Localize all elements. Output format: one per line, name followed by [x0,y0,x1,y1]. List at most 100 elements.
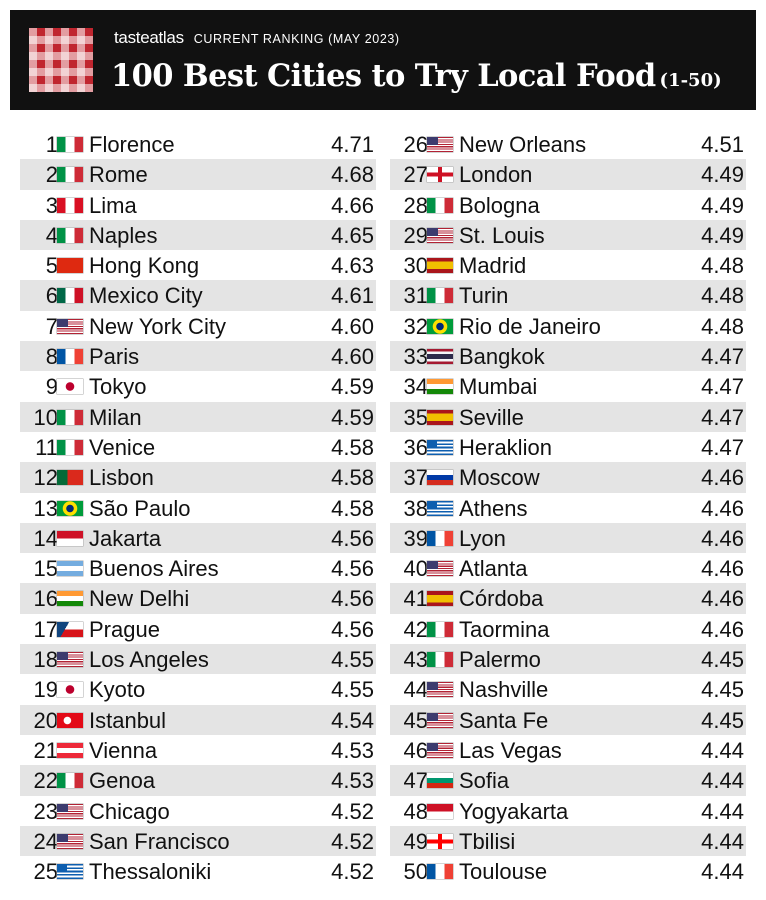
city-name: Lyon [459,525,506,551]
rank-number: 16 [33,586,58,612]
ranking-row: 42 Taormina 4.46 [390,614,746,644]
city-name: London [459,162,533,188]
japan-flag-icon [57,682,83,698]
usa-flag-icon [57,803,83,819]
city-score: 4.44 [701,798,744,824]
city-score: 4.60 [331,313,374,339]
russia-flag-icon [427,470,453,486]
rank-number: 36 [403,434,428,460]
city-score: 4.56 [331,616,374,642]
city-score: 4.52 [331,828,374,854]
spain-flag-icon [427,409,453,425]
rank-number: 40 [403,556,428,582]
city-score: 4.63 [331,253,374,279]
ranking-row: 6 Mexico City 4.61 [20,280,376,311]
rank-number: 17 [33,616,58,642]
city-name: New York City [89,313,226,339]
city-score: 4.66 [331,192,374,218]
ranking-row: 25 Thessaloniki 4.52 [20,856,376,886]
city-name: Bangkok [459,344,545,370]
ranking-row: 10 Milan 4.59 [20,401,376,432]
city-score: 4.48 [701,283,744,309]
ranking-row: 18 Los Angeles 4.55 [20,644,376,675]
italy-flag-icon [57,409,83,425]
ranking-row: 40 Atlanta 4.46 [390,553,746,583]
rank-number: 14 [33,525,58,551]
india-flag-icon [57,591,83,607]
city-name: Los Angeles [89,647,209,673]
italy-flag-icon [57,227,83,243]
city-name: Madrid [459,253,527,279]
city-score: 4.53 [331,737,374,763]
city-name: Turin [459,283,509,309]
usa-flag-icon [427,227,453,243]
ranking-row: 50 Toulouse 4.44 [390,856,746,886]
city-score: 4.56 [331,525,374,551]
city-score: 4.46 [701,525,744,551]
city-name: Nashville [459,677,549,703]
brand-line: tasteatlas CURRENT RANKING (MAY 2023) [114,28,400,48]
city-score: 4.46 [701,616,744,642]
rank-number: 47 [403,768,428,794]
rank-number: 42 [403,616,428,642]
ranking-row: 5 Hong Kong 4.63 [20,250,376,280]
rank-number: 21 [33,737,58,763]
city-name: Las Vegas [459,737,562,763]
city-name: Venice [89,434,156,460]
city-name: Jakarta [89,525,162,551]
city-name: Tokyo [89,374,147,400]
indonesia-flag-icon [57,530,83,546]
city-score: 4.58 [331,495,374,521]
rank-number: 44 [403,677,428,703]
rank-number: 9 [45,374,58,400]
city-name: Athens [459,495,528,521]
ranking-row: 14 Jakarta 4.56 [20,522,376,554]
czechia-flag-icon [57,621,83,637]
rank-number: 29 [403,222,428,248]
city-score: 4.56 [331,586,374,612]
ranking-row: 26 New Orleans 4.51 [390,129,746,159]
rank-number: 27 [403,162,428,188]
city-name: Heraklion [459,434,552,460]
city-score: 4.46 [701,495,744,521]
city-score: 4.52 [331,798,374,824]
city-name: Tbilisi [459,828,516,854]
ranking-row: 8 Paris 4.60 [20,341,376,372]
peru-flag-icon [57,197,83,213]
ranking-column-left: 1 Florence 4.71 2 Rome 4.68 3 Lima 4.66 4 Naples 4.… [20,129,376,886]
ranking-row: 46 Las Vegas 4.44 [390,735,746,765]
ranking-row: 2 Rome 4.68 [20,159,376,190]
ranking-row: 41 Córdoba 4.46 [390,583,746,614]
city-name: St. Louis [459,222,545,248]
ranking-row: 29 St. Louis 4.49 [390,219,746,251]
city-score: 4.68 [331,162,374,188]
greece-flag-icon [427,500,453,516]
rank-number: 33 [403,344,428,370]
rank-number: 2 [45,162,58,188]
ranking-row: 27 London 4.49 [390,159,746,190]
city-score: 4.58 [331,465,374,491]
usa-flag-icon [427,137,453,152]
italy-flag-icon [427,621,453,637]
city-name: Chicago [89,798,170,824]
city-name: Lisbon [89,465,154,491]
city-score: 4.59 [331,404,374,430]
georgia-flag-icon [427,833,453,849]
usa-flag-icon [427,561,453,577]
rank-number: 22 [33,768,58,794]
rank-number: 13 [33,495,58,521]
page-title: 100 Best Cities to Try Local Food (1-50) [111,58,722,94]
rank-number: 41 [403,586,428,612]
city-score: 4.51 [701,132,744,157]
city-name: Atlanta [459,556,528,582]
city-name: Naples [89,222,158,248]
ranking-row: 16 New Delhi 4.56 [20,583,376,614]
spain-flag-icon [427,591,453,607]
thailand-flag-icon [427,349,453,365]
ranking-row: 11 Venice 4.58 [20,432,376,462]
italy-flag-icon [57,439,83,455]
rank-number: 35 [403,404,428,430]
ranking-row: 24 San Francisco 4.52 [20,825,376,857]
ranking-row: 22 Genoa 4.53 [20,765,376,796]
italy-flag-icon [57,167,83,183]
